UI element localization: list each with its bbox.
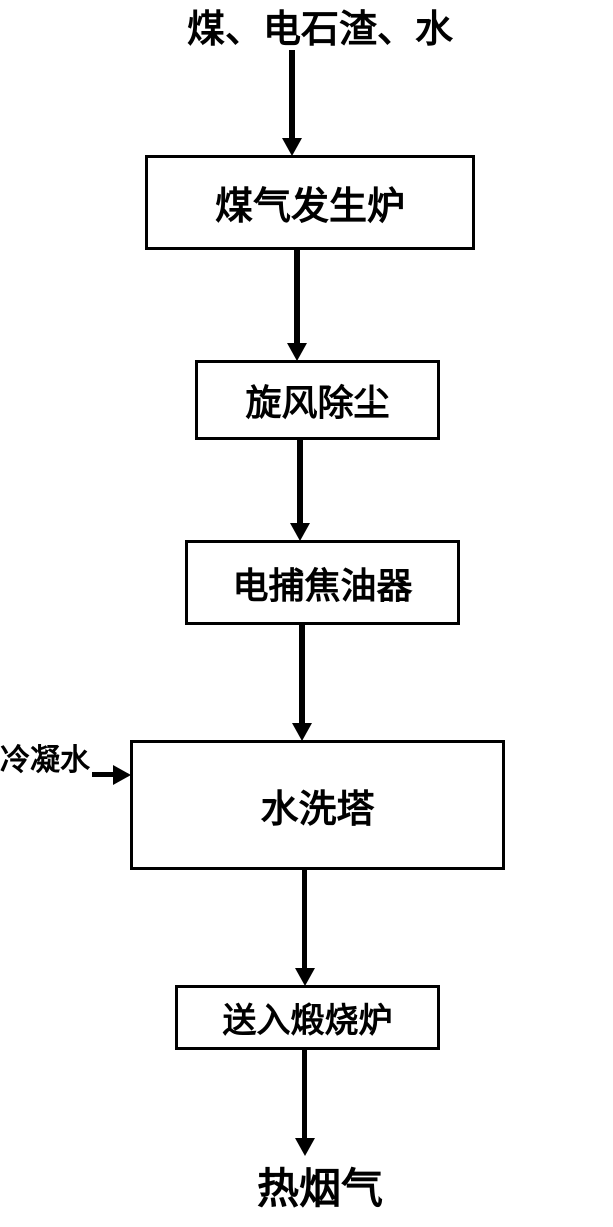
side-label-condensate: 冷凝水 <box>0 735 90 779</box>
node-step1: 煤气发生炉 <box>145 155 475 250</box>
side-label-condensate-text: 冷凝水 <box>0 744 90 777</box>
node-step1-label: 煤气发生炉 <box>215 175 405 230</box>
node-step5-label: 送入煅烧炉 <box>223 993 393 1042</box>
node-output-label: 热烟气 <box>257 1155 383 1216</box>
node-input: 煤、电石渣、水 <box>150 0 490 50</box>
flowchart-container: 煤、电石渣、水 煤气发生炉 旋风除尘 电捕焦油器 冷凝水 水 <box>0 0 613 1227</box>
node-output: 热烟气 <box>230 1160 410 1210</box>
node-input-label: 煤、电石渣、水 <box>187 0 453 53</box>
node-step3-label: 电捕焦油器 <box>232 557 412 609</box>
node-step2: 旋风除尘 <box>195 360 440 440</box>
node-step5: 送入煅烧炉 <box>175 985 440 1050</box>
node-step3: 电捕焦油器 <box>185 540 460 625</box>
node-step4: 水洗塔 <box>130 740 505 870</box>
node-step4-label: 水洗塔 <box>260 778 374 833</box>
node-step2-label: 旋风除尘 <box>245 374 389 426</box>
